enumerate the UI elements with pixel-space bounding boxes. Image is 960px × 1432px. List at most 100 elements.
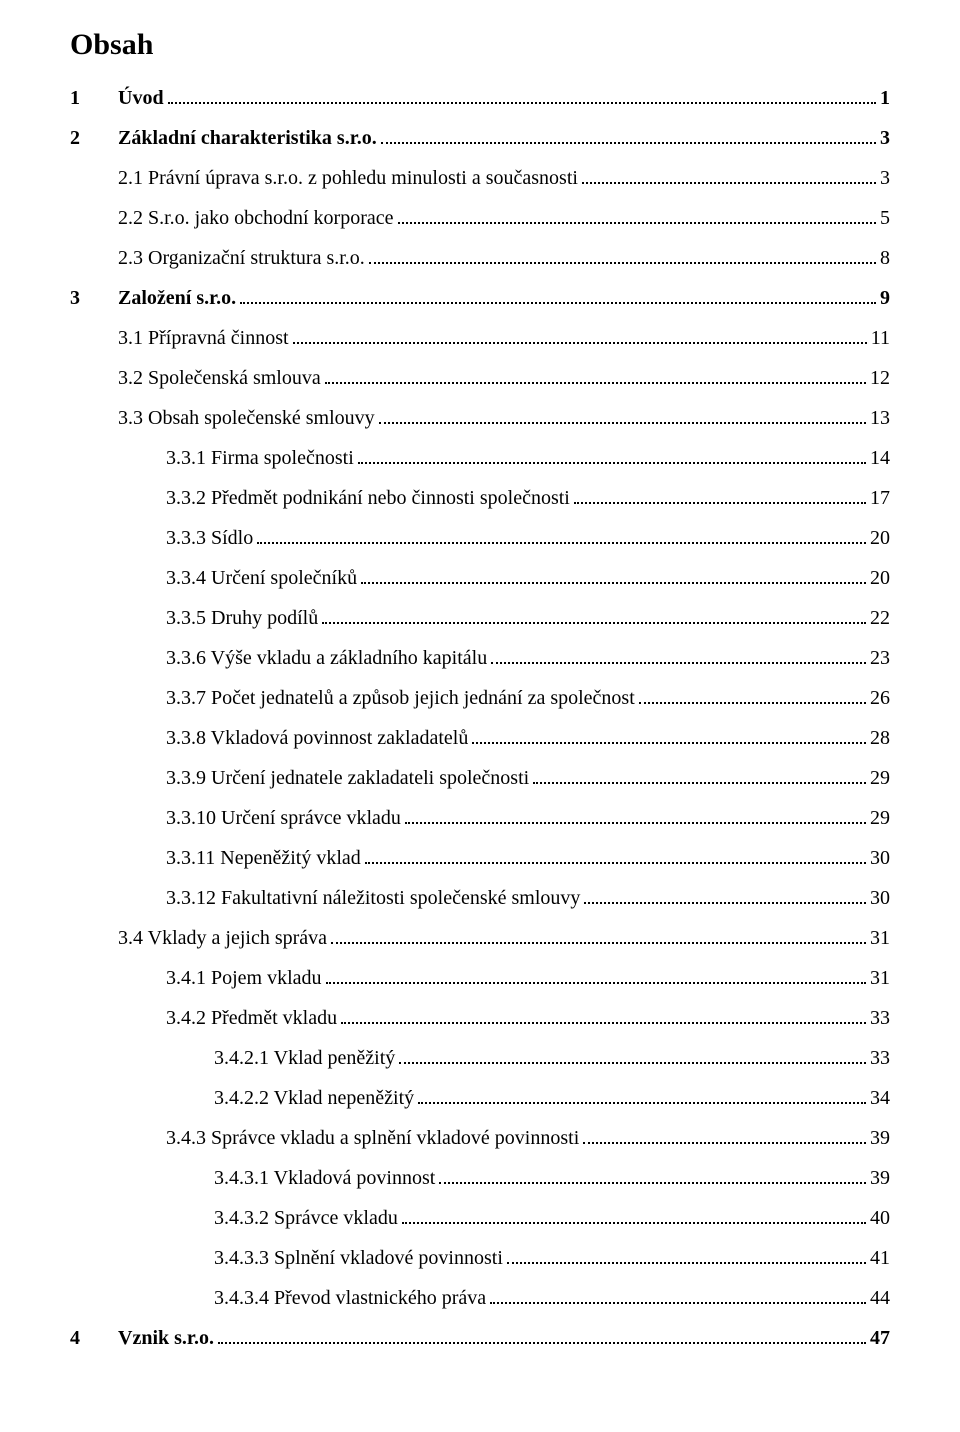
toc-entry: 2.2 S.r.o. jako obchodní korporace5 <box>70 208 890 228</box>
toc-entry: 4Vznik s.r.o.47 <box>70 1328 890 1348</box>
toc-entry-label: 3.4 Vklady a jejich správa <box>118 928 327 948</box>
toc-entry-label: 3.3.1 Firma společnosti <box>166 448 354 468</box>
toc-leader <box>379 409 866 424</box>
toc-entry-label: 3.4.2.2 Vklad nepeněžitý <box>214 1088 414 1108</box>
toc-entry-label: 3.2 Společenská smlouva <box>118 368 321 388</box>
toc-entry-page: 34 <box>870 1088 890 1108</box>
toc-entry: 3.3.2 Předmět podnikání nebo činnosti sp… <box>70 488 890 508</box>
toc-entry-label: 3.4.3.2 Správce vkladu <box>214 1208 398 1228</box>
toc-entry-page: 3 <box>880 128 890 148</box>
toc-entry-page: 28 <box>870 728 890 748</box>
toc-entry: 3.3.10 Určení správce vkladu29 <box>70 808 890 828</box>
toc-leader <box>490 1289 866 1304</box>
toc-entry-page: 14 <box>870 448 890 468</box>
toc-entry-page: 39 <box>870 1168 890 1188</box>
toc-entry-label: 2.2 S.r.o. jako obchodní korporace <box>118 208 394 228</box>
toc-entry: 3.1 Přípravná činnost11 <box>70 328 890 348</box>
toc-leader <box>322 609 866 624</box>
toc-entry-number: 3 <box>70 288 118 308</box>
toc-leader <box>240 289 876 304</box>
toc-entry: 3.3.12 Fakultativní náležitosti společen… <box>70 888 890 908</box>
toc-entry-page: 30 <box>870 888 890 908</box>
toc-entry-label: Vznik s.r.o. <box>118 1328 214 1348</box>
toc-leader <box>439 1169 866 1184</box>
toc-entry-page: 17 <box>870 488 890 508</box>
toc-entry-label: 3.3.5 Druhy podílů <box>166 608 318 628</box>
toc-leader <box>405 809 866 824</box>
toc-leader <box>293 329 867 344</box>
toc-leader <box>472 729 866 744</box>
toc-leader <box>361 569 866 584</box>
toc-entry-page: 33 <box>870 1008 890 1028</box>
toc-entry-label: 3.3.3 Sídlo <box>166 528 253 548</box>
toc-entry: 3.4.3.1 Vkladová povinnost 39 <box>70 1168 890 1188</box>
toc-entry: 3.3.4 Určení společníků20 <box>70 568 890 588</box>
toc-entry: 3.3.6 Výše vkladu a základního kapitálu 2… <box>70 648 890 668</box>
toc-leader <box>398 209 877 224</box>
toc-entry: 3.4.3.2 Správce vkladu 40 <box>70 1208 890 1228</box>
toc-entry-label: 3.4.3.3 Splnění vkladové povinnosti <box>214 1248 503 1268</box>
toc-entry: 2Základní charakteristika s.r.o. 3 <box>70 128 890 148</box>
toc-entry-page: 23 <box>870 648 890 668</box>
toc-entry-page: 13 <box>870 408 890 428</box>
toc-entry-page: 12 <box>870 368 890 388</box>
toc-leader <box>326 969 866 984</box>
toc-leader <box>365 849 866 864</box>
toc-entry-label: 3.4.3.1 Vkladová povinnost <box>214 1168 435 1188</box>
toc-entry-label: 3.3 Obsah společenské smlouvy <box>118 408 375 428</box>
toc-entry: 3Založení s.r.o.9 <box>70 288 890 308</box>
toc-leader <box>341 1009 866 1024</box>
toc-leader <box>639 689 866 704</box>
toc-entry-number: 1 <box>70 88 118 108</box>
toc-leader <box>583 1129 866 1144</box>
toc-title: Obsah <box>70 28 890 62</box>
toc-leader <box>369 249 876 264</box>
toc-entry: 3.4.2.2 Vklad nepeněžitý 34 <box>70 1088 890 1108</box>
toc-entry-page: 29 <box>870 768 890 788</box>
toc-entry-label: 3.3.12 Fakultativní náležitosti společen… <box>166 888 580 908</box>
toc-entry-page: 44 <box>870 1288 890 1308</box>
toc-entry-page: 40 <box>870 1208 890 1228</box>
toc-entry: 3.3.3 Sídlo20 <box>70 528 890 548</box>
toc-entry: 3.3.9 Určení jednatele zakladateli spole… <box>70 768 890 788</box>
toc-entry-page: 11 <box>871 328 890 348</box>
toc-entry-label: 3.4.2.1 Vklad peněžitý <box>214 1048 395 1068</box>
toc-entry-page: 3 <box>880 168 890 188</box>
toc-entry-label: 3.4.1 Pojem vkladu <box>166 968 322 988</box>
toc-leader <box>218 1329 866 1344</box>
toc-leader <box>168 89 876 104</box>
toc-entry-label: 3.4.3 Správce vkladu a splnění vkladové … <box>166 1128 579 1148</box>
toc-leader <box>584 889 866 904</box>
toc-entry-label: 3.3.9 Určení jednatele zakladateli spole… <box>166 768 529 788</box>
toc-entry-label: 3.3.8 Vkladová povinnost zakladatelů <box>166 728 468 748</box>
toc-entry: 3.3 Obsah společenské smlouvy 13 <box>70 408 890 428</box>
toc-entry: 3.4.2.1 Vklad peněžitý 33 <box>70 1048 890 1068</box>
toc-leader <box>257 529 866 544</box>
toc-entry: 2.1 Právní úprava s.r.o. z pohledu minul… <box>70 168 890 188</box>
toc-entry-page: 8 <box>880 248 890 268</box>
toc-entry: 3.3.7 Počet jednatelů a způsob jejich je… <box>70 688 890 708</box>
toc-entry: 3.3.8 Vkladová povinnost zakladatelů 28 <box>70 728 890 748</box>
toc-entry: 3.4.3.3 Splnění vkladové povinnosti 41 <box>70 1248 890 1268</box>
toc-leader <box>533 769 866 784</box>
toc-entry: 3.4 Vklady a jejich správa 31 <box>70 928 890 948</box>
toc-entry-label: 3.4.2 Předmět vkladu <box>166 1008 337 1028</box>
toc-leader <box>418 1089 866 1104</box>
toc-entry-number: 4 <box>70 1328 118 1348</box>
toc-entry-label: 3.3.6 Výše vkladu a základního kapitálu <box>166 648 487 668</box>
toc-entry-label: Základní charakteristika s.r.o. <box>118 128 377 148</box>
toc-leader <box>331 929 866 944</box>
toc-entry-number: 2 <box>70 128 118 148</box>
toc-entry: 3.3.11 Nepeněžitý vklad30 <box>70 848 890 868</box>
toc-leader <box>325 369 866 384</box>
toc-entry-label: Založení s.r.o. <box>118 288 236 308</box>
toc-entry-label: 3.3.7 Počet jednatelů a způsob jejich je… <box>166 688 635 708</box>
toc-entry-page: 33 <box>870 1048 890 1068</box>
toc-entry-label: 3.3.4 Určení společníků <box>166 568 357 588</box>
toc-entry-label: Úvod <box>118 88 164 108</box>
toc-entry: 3.3.5 Druhy podílů22 <box>70 608 890 628</box>
toc-entry-page: 31 <box>870 928 890 948</box>
toc-entry-page: 41 <box>870 1248 890 1268</box>
toc-entry-page: 29 <box>870 808 890 828</box>
toc-entry: 3.3.1 Firma společnosti 14 <box>70 448 890 468</box>
